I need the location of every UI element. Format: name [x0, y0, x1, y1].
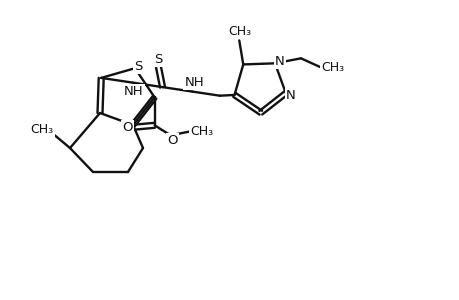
Text: S: S — [134, 60, 142, 73]
Text: CH₃: CH₃ — [321, 61, 344, 74]
Text: CH₃: CH₃ — [228, 25, 251, 38]
Text: NH: NH — [124, 85, 143, 98]
Text: O: O — [167, 134, 178, 147]
Text: N: N — [285, 88, 295, 102]
Text: O: O — [122, 121, 133, 134]
Text: S: S — [154, 52, 162, 66]
Text: CH₃: CH₃ — [190, 125, 213, 138]
Text: NH: NH — [184, 76, 203, 89]
Text: CH₃: CH₃ — [30, 122, 53, 136]
Text: N: N — [274, 55, 284, 68]
